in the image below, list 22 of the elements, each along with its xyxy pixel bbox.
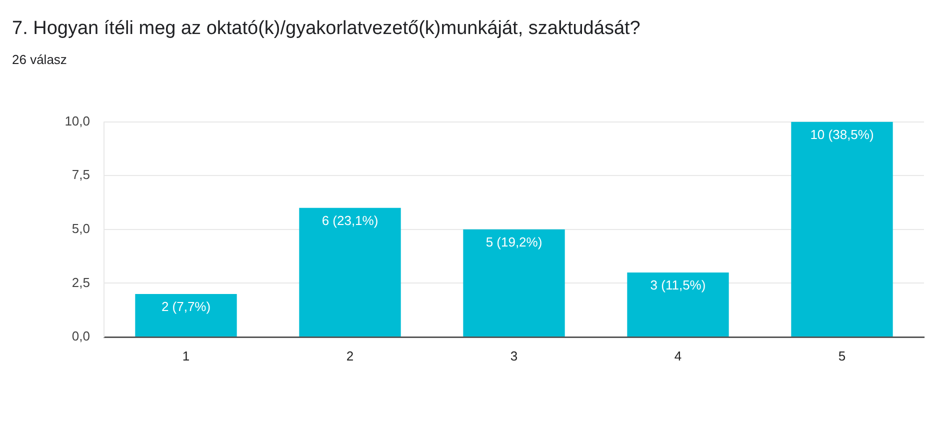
data-label: 10 (38,5%) [810,126,874,142]
x-tick-label: 4 [674,348,682,364]
y-tick-label: 0,0 [72,328,90,344]
y-tick-label: 2,5 [72,274,90,290]
y-tick-label: 5,0 [72,220,90,236]
bar [627,272,729,336]
x-tick-label: 1 [182,348,190,364]
y-tick-label: 10,0 [64,113,90,128]
bar [463,229,565,336]
y-tick-label: 7,5 [72,167,90,182]
x-tick-label: 5 [838,348,846,364]
data-label: 6 (23,1%) [322,212,378,228]
data-label: 3 (11,5%) [650,278,706,293]
bar [299,208,401,336]
chart-title: 7. Hogyan ítéli meg az oktató(k)/gyakorlatvezető(k)munkáját, szaktudását? [12,18,640,40]
x-tick-label: 3 [510,348,518,364]
bar [791,122,893,336]
bar [135,294,237,336]
chart-subtitle: 26 válasz [12,52,67,67]
data-label: 2 (7,7%) [161,299,211,314]
data-label: 5 (19,2%) [486,234,542,250]
x-tick-label: 2 [346,348,354,364]
